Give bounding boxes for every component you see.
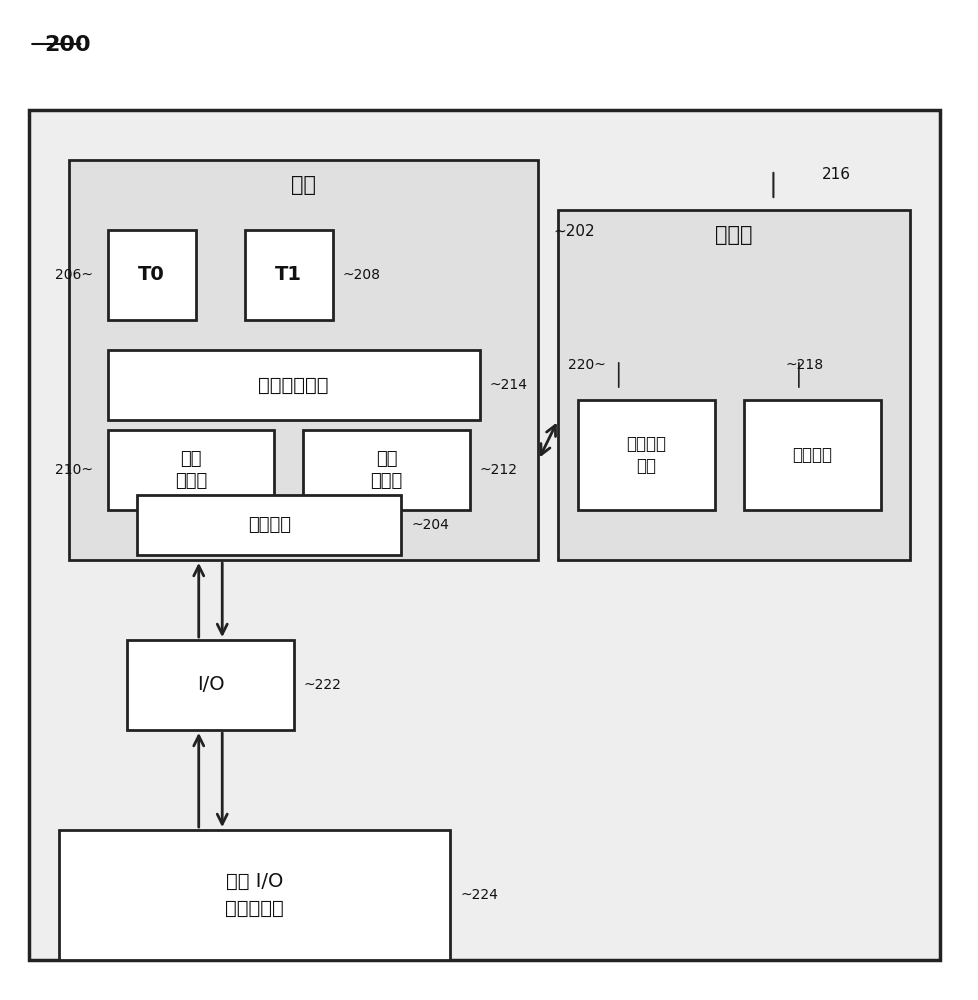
Text: 210~: 210~ xyxy=(55,463,93,477)
Text: ~224: ~224 xyxy=(460,888,498,902)
Text: 高速缓存: 高速缓存 xyxy=(247,516,290,534)
Text: ~208: ~208 xyxy=(342,268,380,282)
Text: T0: T0 xyxy=(138,265,165,284)
Text: 唯一
寄存器: 唯一 寄存器 xyxy=(371,450,402,490)
Text: ~204: ~204 xyxy=(411,518,449,532)
FancyBboxPatch shape xyxy=(59,830,450,960)
FancyBboxPatch shape xyxy=(743,400,880,510)
Text: ~222: ~222 xyxy=(303,678,341,692)
Text: 200: 200 xyxy=(44,35,91,55)
FancyBboxPatch shape xyxy=(68,160,538,560)
FancyBboxPatch shape xyxy=(108,430,274,510)
FancyBboxPatch shape xyxy=(577,400,714,510)
Text: 216: 216 xyxy=(822,167,851,182)
Text: 存储器: 存储器 xyxy=(715,225,752,245)
Text: 外部 I/O
设备和数据: 外部 I/O 设备和数据 xyxy=(225,872,284,918)
FancyBboxPatch shape xyxy=(29,110,939,960)
FancyBboxPatch shape xyxy=(137,495,401,555)
FancyBboxPatch shape xyxy=(108,350,479,420)
Text: 220~: 220~ xyxy=(567,358,605,372)
Text: ~218: ~218 xyxy=(784,358,822,372)
Text: 公用
寄存器: 公用 寄存器 xyxy=(175,450,206,490)
Text: 线程控制工具: 线程控制工具 xyxy=(258,375,329,394)
Text: I/O: I/O xyxy=(197,676,224,694)
FancyBboxPatch shape xyxy=(127,640,293,730)
Text: 高速缓存: 高速缓存 xyxy=(792,446,831,464)
Text: 206~: 206~ xyxy=(55,268,93,282)
Text: ~212: ~212 xyxy=(479,463,517,477)
FancyBboxPatch shape xyxy=(244,230,333,320)
FancyBboxPatch shape xyxy=(303,430,469,510)
Text: ~214: ~214 xyxy=(489,378,527,392)
FancyBboxPatch shape xyxy=(108,230,196,320)
FancyBboxPatch shape xyxy=(557,210,910,560)
Text: T1: T1 xyxy=(275,265,302,284)
Text: ~202: ~202 xyxy=(553,225,595,239)
Text: 控制公用
程序: 控制公用 程序 xyxy=(626,435,665,475)
Text: 核心: 核心 xyxy=(290,175,316,195)
